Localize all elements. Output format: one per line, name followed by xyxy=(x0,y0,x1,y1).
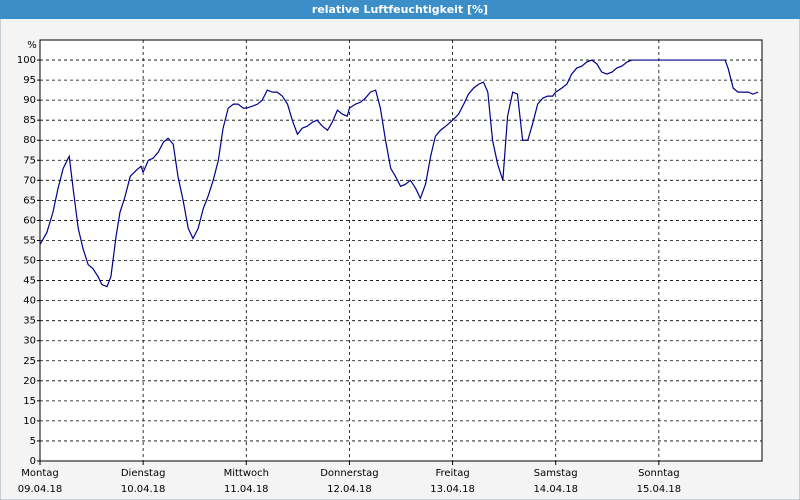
y-tick-label: 55 xyxy=(23,235,36,246)
plot-frame xyxy=(39,39,763,462)
y-tick-label: 40 xyxy=(23,296,36,307)
y-tick-label: 85 xyxy=(23,115,36,126)
x-tick-date: 10.04.18 xyxy=(121,484,166,495)
x-tick-label: Mittwoch xyxy=(224,468,269,479)
title-bar xyxy=(0,0,800,19)
y-tick-label: 60 xyxy=(23,215,36,226)
plot-area xyxy=(40,40,762,461)
y-tick-label: 20 xyxy=(23,376,36,387)
y-tick-label: 50 xyxy=(23,256,36,267)
y-tick-label: 100 xyxy=(17,55,36,66)
x-tick-date: 09.04.18 xyxy=(18,484,63,495)
y-tick-label: 30 xyxy=(23,336,36,347)
y-tick-label: 95 xyxy=(23,75,36,86)
x-tick-date: 15.04.18 xyxy=(637,484,682,495)
y-tick-label: 5 xyxy=(30,436,36,447)
y-unit-label: % xyxy=(27,40,37,51)
x-tick-label: Donnerstag xyxy=(320,468,378,479)
x-tick-date: 11.04.18 xyxy=(224,484,269,495)
y-tick-label: 70 xyxy=(23,175,36,186)
x-tick-label: Freitag xyxy=(435,468,469,479)
x-tick-label: Sonntag xyxy=(638,468,680,479)
y-tick-label: 25 xyxy=(23,356,36,367)
x-tick-date: 13.04.18 xyxy=(430,484,475,495)
y-tick-label: 10 xyxy=(23,416,36,427)
x-tick-label: Dienstag xyxy=(121,468,166,479)
x-tick-date: 12.04.18 xyxy=(327,484,372,495)
x-tick-label: Samstag xyxy=(534,468,578,479)
x-tick-date: 14.04.18 xyxy=(533,484,578,495)
y-tick-label: 45 xyxy=(23,276,36,287)
y-tick-label: 0 xyxy=(30,456,36,467)
y-tick-label: 75 xyxy=(23,155,36,166)
data-line xyxy=(39,59,759,288)
y-tick-label: 35 xyxy=(23,316,36,327)
chart-title: relative Luftfeuchtigkeit [%] xyxy=(312,3,488,16)
x-tick-label: Montag xyxy=(21,468,58,479)
y-tick-label: 15 xyxy=(23,396,36,407)
y-tick-label: 90 xyxy=(23,95,36,106)
y-tick-label: 80 xyxy=(23,135,36,146)
y-tick-label: 65 xyxy=(23,195,36,206)
